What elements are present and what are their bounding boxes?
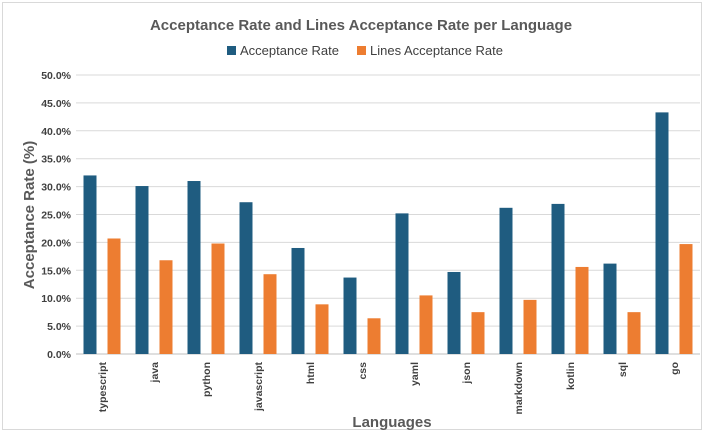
y-tick-label: 5.0% (47, 321, 72, 333)
bar-acceptance-rate-markdown (499, 207, 513, 354)
bar-lines-acceptance-rate-javascript (263, 274, 277, 354)
x-tick-label-javascript: javascript (253, 361, 265, 412)
y-tick-label: 10.0% (41, 293, 71, 305)
bar-acceptance-rate-python (187, 181, 201, 354)
y-tick-label: 40.0% (41, 126, 71, 138)
x-tick-label-python: python (201, 362, 213, 397)
bar-acceptance-rate-java (135, 186, 149, 354)
bar-lines-acceptance-rate-markdown (523, 299, 537, 354)
bar-lines-acceptance-rate-go (679, 244, 693, 354)
gridlines (76, 74, 700, 355)
bar-acceptance-rate-sql (603, 263, 617, 354)
x-tick-label-markdown: markdown (513, 362, 525, 415)
y-tick-label: 15.0% (41, 265, 71, 277)
x-axis-ticks: typescript java python javascript html css yam… (97, 361, 681, 414)
bar-lines-acceptance-rate-json (471, 312, 485, 354)
legend-swatch-acceptance-rate (227, 46, 236, 55)
x-tick-label-json: json (461, 362, 473, 385)
y-tick-label: 30.0% (41, 182, 71, 194)
y-tick-label: 20.0% (41, 237, 71, 249)
bar-lines-acceptance-rate-html (315, 304, 329, 354)
bar-acceptance-rate-kotlin (551, 203, 565, 354)
x-tick-label-html: html (305, 362, 317, 384)
legend-label-lines-acceptance-rate: Lines Acceptance Rate (370, 43, 503, 58)
y-tick-label: 0.0% (47, 349, 72, 361)
y-axis-title: Acceptance Rate (%) (21, 141, 38, 289)
bar-lines-acceptance-rate-css (367, 318, 381, 354)
x-tick-label-java: java (149, 362, 161, 384)
bar-acceptance-rate-json (447, 271, 461, 354)
x-tick-label-kotlin: kotlin (565, 362, 577, 390)
bar-lines-acceptance-rate-sql (627, 312, 641, 354)
chart-title: Acceptance Rate and Lines Acceptance Rat… (150, 17, 572, 34)
x-tick-label-yaml: yaml (409, 362, 421, 386)
bar-acceptance-rate-javascript (239, 202, 253, 354)
bar-lines-acceptance-rate-kotlin (575, 266, 589, 354)
bars (83, 112, 693, 354)
x-tick-label-typescript: typescript (97, 362, 109, 413)
bar-lines-acceptance-rate-typescript (107, 238, 121, 354)
x-tick-label-css: css (357, 362, 369, 380)
legend-swatch-lines-acceptance-rate (357, 46, 366, 55)
chart-frame (2, 2, 702, 430)
y-tick-label: 50.0% (41, 70, 71, 82)
bar-acceptance-rate-go (655, 112, 669, 354)
bar-acceptance-rate-yaml (395, 213, 409, 354)
y-tick-label: 45.0% (41, 98, 71, 110)
bar-lines-acceptance-rate-java (159, 260, 173, 354)
x-tick-label-go: go (669, 362, 681, 375)
legend: Acceptance Rate Lines Acceptance Rate (227, 43, 503, 58)
bar-acceptance-rate-typescript (83, 175, 97, 354)
y-tick-label: 35.0% (41, 154, 71, 166)
bar-lines-acceptance-rate-yaml (419, 295, 433, 354)
x-tick-label-sql: sql (617, 362, 629, 377)
x-axis-title: Languages (352, 414, 431, 431)
bar-lines-acceptance-rate-python (211, 243, 225, 354)
legend-label-acceptance-rate: Acceptance Rate (240, 43, 339, 58)
bar-acceptance-rate-html (291, 247, 305, 354)
y-axis-ticks: 0.0% 5.0% 10.0% 15.0% 20.0% 25.0% 30.0% 35.0% 40… (41, 70, 71, 361)
y-tick-label: 25.0% (41, 210, 71, 222)
bar-acceptance-rate-css (343, 277, 357, 354)
